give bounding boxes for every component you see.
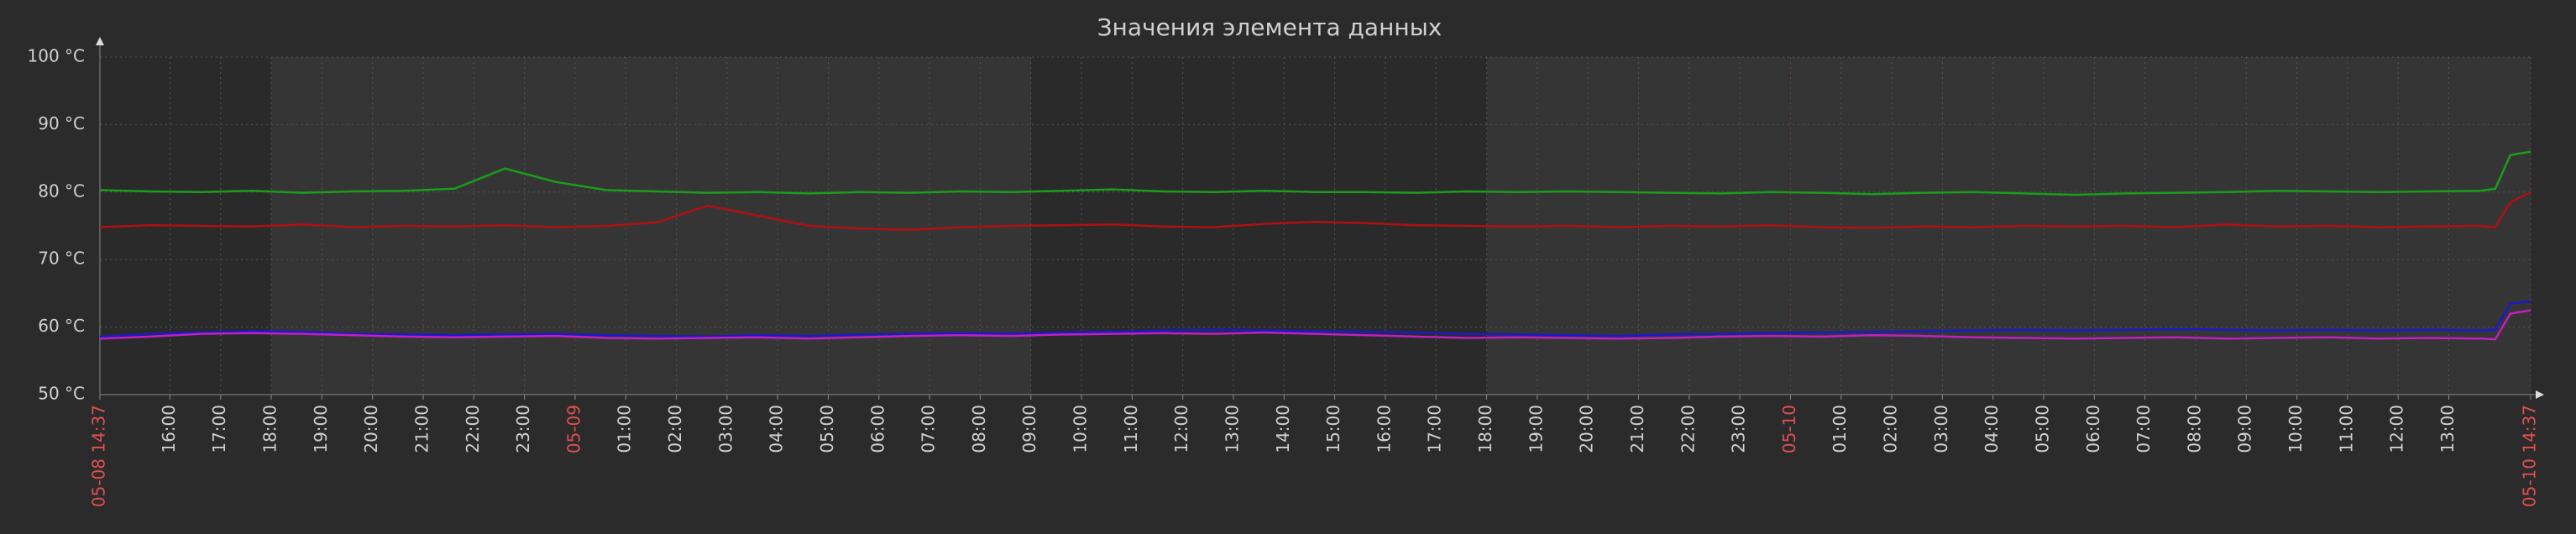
y-tick-label: 100 °C (28, 46, 86, 66)
x-tick-label: 11:00 (2336, 405, 2356, 453)
x-tick-label: 04:00 (767, 405, 787, 453)
series-line (99, 150, 2531, 196)
x-tick-label: 07:00 (919, 405, 939, 453)
x-tick-label: 21:00 (411, 405, 432, 453)
x-tick-label: 05:00 (817, 405, 837, 453)
x-tick-label: 03:00 (715, 405, 736, 453)
x-tick-label: 15:00 (1323, 405, 1343, 453)
x-tick-label: 11:00 (1121, 405, 1141, 453)
x-tick-label: 20:00 (1577, 405, 1597, 453)
x-tick-label: 19:00 (1526, 405, 1546, 453)
x-tick-label: 05:00 (2032, 405, 2052, 453)
chart-title: Значения элемента данных (1097, 13, 1442, 41)
x-tick-label: 19:00 (311, 405, 331, 453)
x-tick-label: 05-08 14:37 (89, 405, 109, 507)
x-tick-label: 05-10 14:37 (2520, 405, 2540, 507)
y-tick-label: 50 °C (38, 384, 85, 404)
x-tick-label: 04:00 (1982, 405, 2002, 453)
axis-arrow (96, 37, 104, 45)
x-tick-label: 12:00 (2387, 405, 2407, 453)
x-tick-label: 16:00 (1374, 405, 1394, 453)
x-tick-label: 02:00 (1881, 405, 1901, 453)
x-tick-label: 06:00 (2083, 405, 2103, 453)
y-tick-label: 60 °C (38, 316, 85, 336)
x-tick-label: 01:00 (1830, 405, 1850, 453)
x-tick-label: 08:00 (969, 405, 989, 453)
x-tick-label: 23:00 (1729, 405, 1749, 453)
x-tick-label: 08:00 (2184, 405, 2204, 453)
x-tick-label: 05-09 (563, 405, 584, 453)
x-tick-label: 20:00 (361, 405, 381, 453)
x-tick-label: 22:00 (1678, 405, 1698, 453)
axis-arrow (2536, 390, 2544, 399)
x-tick-label: 03:00 (1931, 405, 1951, 453)
x-tick-label: 10:00 (2285, 405, 2306, 453)
x-tick-label: 18:00 (260, 405, 280, 453)
x-tick-label: 09:00 (2235, 405, 2255, 453)
x-tick-label: 18:00 (1475, 405, 1495, 453)
x-tick-label: 07:00 (2134, 405, 2154, 453)
x-tick-label: 17:00 (209, 405, 229, 453)
x-tick-label: 05-10 (1779, 405, 1799, 453)
x-tick-label: 09:00 (1019, 405, 1039, 453)
x-tick-label: 02:00 (665, 405, 685, 453)
x-tick-label: 13:00 (2437, 405, 2458, 453)
y-tick-label: 80 °C (38, 181, 85, 201)
series-line (99, 300, 2531, 338)
x-tick-label: 16:00 (159, 405, 179, 453)
x-tick-label: 23:00 (513, 405, 533, 453)
series-line (99, 309, 2531, 341)
x-tick-label: 06:00 (867, 405, 887, 453)
x-tick-label: 10:00 (1071, 405, 1091, 453)
x-tick-label: 21:00 (1627, 405, 1647, 453)
y-tick-label: 70 °C (38, 249, 85, 269)
x-tick-label: 14:00 (1273, 405, 1293, 453)
y-tick-label: 90 °C (38, 113, 85, 134)
x-tick-label: 22:00 (463, 405, 483, 453)
x-tick-label: 12:00 (1171, 405, 1191, 453)
x-tick-label: 13:00 (1222, 405, 1242, 453)
series-line (99, 191, 2531, 232)
x-tick-label: 01:00 (615, 405, 635, 453)
x-tick-label: 17:00 (1425, 405, 1445, 453)
